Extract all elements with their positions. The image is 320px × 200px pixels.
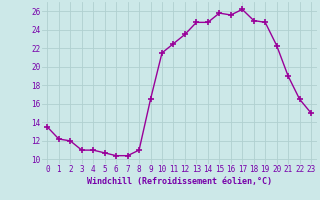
X-axis label: Windchill (Refroidissement éolien,°C): Windchill (Refroidissement éolien,°C) xyxy=(87,177,272,186)
